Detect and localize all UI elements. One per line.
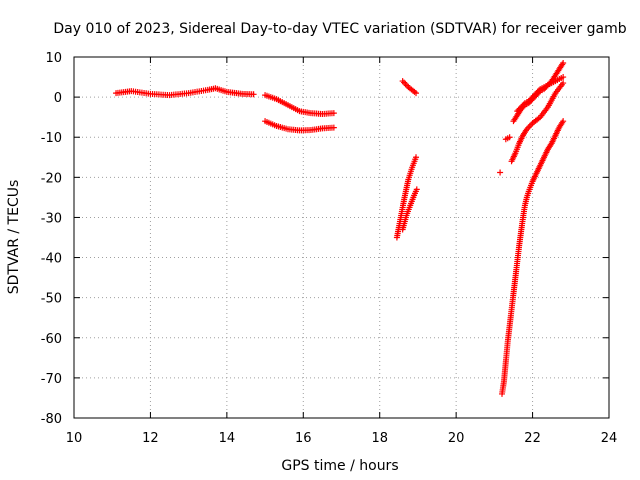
x-tick-label: 24 [601, 431, 618, 446]
data-point [413, 90, 420, 97]
grid-lines [74, 57, 609, 418]
y-tick-label: -40 [41, 252, 62, 267]
y-tick-label: -30 [41, 211, 62, 226]
x-tick-label: 18 [371, 431, 388, 446]
y-tick-label: -20 [41, 171, 62, 186]
y-tick-label: 0 [54, 91, 62, 106]
y-tick-label: -50 [41, 292, 62, 307]
data-point [506, 134, 513, 141]
plot-area-border [73, 56, 610, 419]
x-tick-label: 10 [66, 431, 83, 446]
axis-ticks: 10 12 14 16 18 20 22 24 10 0 -10 -20 -30 -40 -50 -60 -70… [41, 51, 618, 446]
data-point [560, 60, 567, 67]
data-point [497, 169, 504, 176]
y-tick-label: -70 [41, 372, 62, 387]
data-point [413, 154, 420, 161]
data-point [520, 101, 527, 108]
y-axis-label: SDTVAR / TECUs [6, 180, 22, 295]
x-tick-label: 12 [142, 431, 159, 446]
data-points [113, 60, 567, 397]
x-tick-label: 14 [219, 431, 236, 446]
data-point [330, 110, 337, 117]
chart-title: Day 010 of 2023, Sidereal Day-to-day VTE… [53, 21, 626, 37]
data-point [413, 186, 420, 193]
data-point [330, 124, 337, 131]
data-point [560, 74, 567, 81]
y-tick-label: -10 [41, 131, 62, 146]
x-tick-label: 20 [448, 431, 465, 446]
data-point [535, 87, 542, 94]
x-tick-label: 22 [524, 431, 541, 446]
y-tick-label: -80 [41, 412, 62, 427]
data-point [560, 118, 567, 125]
data-point [560, 80, 567, 87]
y-tick-label: -60 [41, 332, 62, 347]
x-axis-label: GPS time / hours [281, 458, 398, 474]
data-point [250, 91, 257, 98]
y-tick-label: 10 [45, 51, 62, 66]
x-tick-label: 16 [295, 431, 312, 446]
